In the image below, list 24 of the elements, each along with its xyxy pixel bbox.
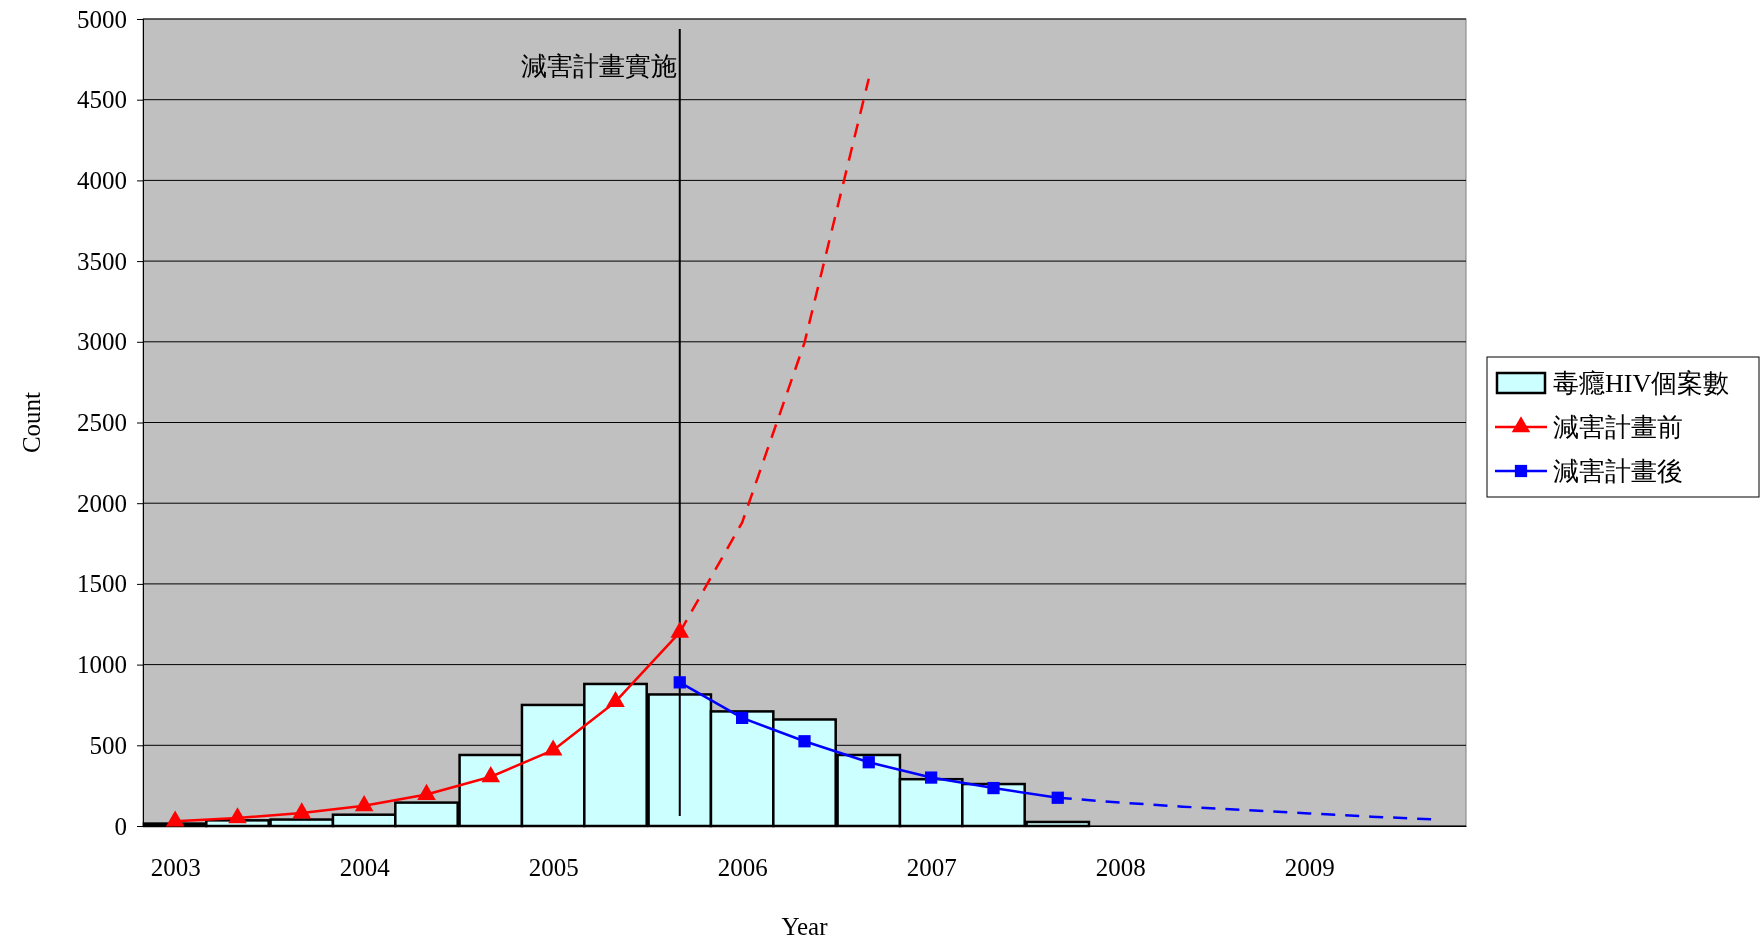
x-tick-label: 2009	[1284, 853, 1335, 881]
y-tick-label: 1000	[77, 651, 127, 679]
x-tick-label: 2004	[339, 853, 391, 881]
y-tick-label: 5000	[77, 5, 127, 33]
legend-label: 減害計畫後	[1553, 457, 1683, 486]
x-tick-label: 2008	[1095, 853, 1146, 881]
y-tick-label: 2500	[77, 409, 127, 436]
y-tick-label: 4000	[77, 166, 127, 194]
y-tick-label: 1500	[77, 570, 127, 598]
x-tick-label: 2007	[906, 853, 957, 881]
y-tick-label: 2000	[77, 489, 127, 517]
x-tick-label: 2005	[528, 853, 579, 881]
x-tick-label: 2006	[717, 853, 768, 881]
legend-label: 減害計畫前	[1553, 413, 1683, 442]
y-tick-label: 4500	[77, 86, 127, 114]
y-tick-label: 0	[114, 812, 127, 840]
x-tick-label: 2003	[150, 853, 201, 881]
legend-label: 毒癮HIV個案數	[1553, 369, 1730, 398]
x-axis-title: Year	[781, 913, 829, 940]
y-tick-label: 500	[89, 731, 127, 759]
y-tick-label: 3000	[77, 328, 127, 356]
y-tick-label: 3500	[77, 247, 127, 275]
ref-line-label: 減害計畫實施	[520, 52, 677, 81]
y-axis-title: Count	[18, 391, 45, 454]
